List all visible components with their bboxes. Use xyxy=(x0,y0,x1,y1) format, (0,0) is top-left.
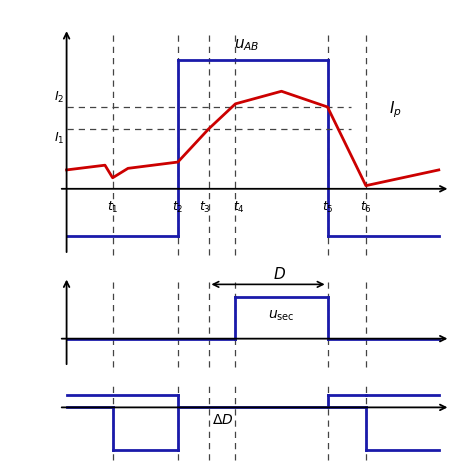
Text: $t_1$: $t_1$ xyxy=(107,200,118,215)
Text: $u_\mathrm{sec}$: $u_\mathrm{sec}$ xyxy=(268,309,295,323)
Text: $t_2$: $t_2$ xyxy=(172,200,183,215)
Text: $t_6$: $t_6$ xyxy=(360,200,372,215)
Text: $D$: $D$ xyxy=(273,266,286,282)
Text: $I_2$: $I_2$ xyxy=(55,90,64,105)
Text: $I_p$: $I_p$ xyxy=(389,100,401,120)
Text: $I_1$: $I_1$ xyxy=(54,131,64,146)
Text: $t_3$: $t_3$ xyxy=(199,200,210,215)
Text: $\Delta D$: $\Delta D$ xyxy=(212,413,234,428)
Text: $t_4$: $t_4$ xyxy=(233,200,245,215)
Text: $u_{AB}$: $u_{AB}$ xyxy=(234,38,260,53)
Text: $t_5$: $t_5$ xyxy=(322,200,333,215)
